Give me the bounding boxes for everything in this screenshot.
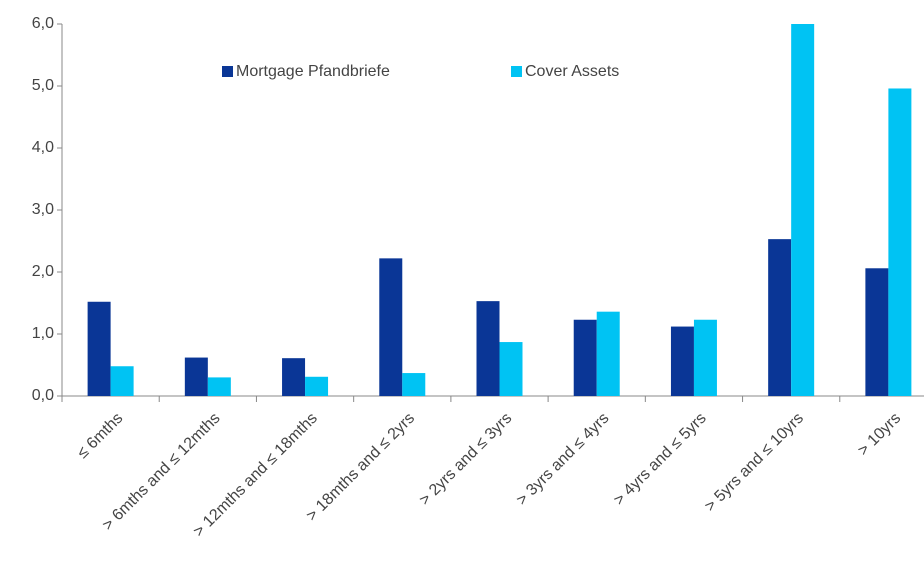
x-tick-label: > 4yrs and ≤ 5yrs: [611, 410, 710, 509]
legend-swatch: [511, 66, 522, 77]
bar: [207, 377, 231, 396]
y-tick-label: 5,0: [32, 77, 54, 94]
bar: [110, 366, 134, 396]
x-tick-label: ≤ 6mths: [74, 410, 126, 462]
y-tick-label: 6,0: [32, 15, 54, 32]
bar: [282, 358, 306, 396]
x-tick-label: > 5yrs and ≤ 10yrs: [702, 410, 807, 515]
bar: [693, 319, 717, 396]
y-tick-label: 1,0: [32, 325, 54, 342]
legend-label: Mortgage Pfandbriefe: [236, 63, 390, 80]
y-tick-label: 2,0: [32, 263, 54, 280]
bar: [670, 326, 694, 396]
x-tick-label: > 3yrs and ≤ 4yrs: [513, 410, 612, 509]
bar: [305, 376, 329, 396]
x-tick-label: > 10yrs: [855, 410, 904, 459]
bar: [573, 319, 597, 396]
x-tick-label: > 2yrs and ≤ 3yrs: [416, 410, 515, 509]
bar: [768, 239, 792, 396]
bar: [184, 357, 208, 396]
x-tick-label: > 18mths and ≤ 2yrs: [303, 410, 418, 525]
bar: [865, 268, 889, 396]
bar: [379, 258, 403, 396]
bar: [596, 311, 620, 396]
legend-swatch: [222, 66, 233, 77]
y-tick-label: 0,0: [32, 387, 54, 404]
bar: [87, 301, 111, 396]
bar: [499, 342, 523, 396]
bar: [476, 301, 500, 396]
y-tick-label: 3,0: [32, 201, 54, 218]
bar: [791, 24, 815, 396]
bar: [402, 373, 426, 396]
y-tick-label: 4,0: [32, 139, 54, 156]
legend-label: Cover Assets: [525, 63, 619, 80]
bar: [888, 88, 912, 396]
